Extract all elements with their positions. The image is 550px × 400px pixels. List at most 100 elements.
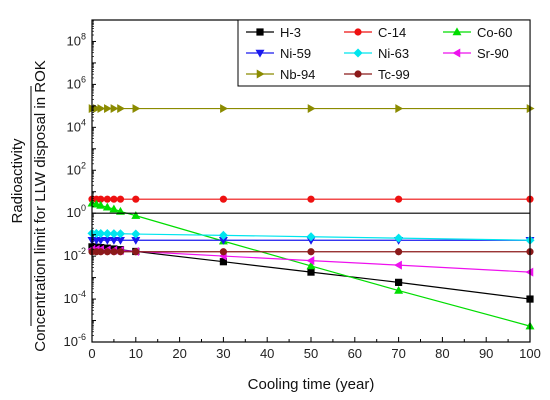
data-point — [394, 278, 403, 286]
series-c-14 — [88, 195, 534, 203]
x-tick-label: 70 — [391, 346, 405, 361]
y-axis-label-line2: Concentration limit for LLW disposal in … — [32, 60, 49, 352]
data-point — [132, 104, 141, 114]
legend-label: Ni-63 — [378, 46, 409, 61]
y-tick-base: 10 — [64, 248, 78, 263]
legend-item: Ni-59 — [246, 46, 311, 61]
series-co-60 — [87, 198, 535, 330]
legend-item: Tc-99 — [344, 67, 410, 82]
data-point — [306, 261, 316, 270]
data-point — [394, 260, 402, 270]
y-tick-exponent: 8 — [81, 31, 86, 41]
y-tick-exponent: -2 — [78, 246, 86, 256]
data-point — [306, 256, 315, 266]
y-tick-base: 10 — [64, 291, 78, 306]
data-point — [110, 195, 118, 203]
data-point — [103, 248, 111, 256]
data-point — [97, 248, 105, 256]
data-point — [395, 104, 404, 114]
x-tick-label: 40 — [260, 346, 274, 361]
legend-box — [237, 19, 531, 87]
legend-label: Nb-94 — [280, 67, 315, 82]
legend-item: H-3 — [246, 25, 301, 40]
data-point — [394, 285, 404, 294]
y-tick-label: 10-4 — [64, 289, 86, 306]
x-tick-label: 30 — [216, 346, 230, 361]
y-axis-label-line1: Radioactivity — [9, 138, 26, 224]
x-tick-label: 50 — [304, 346, 318, 361]
legend-marker — [255, 49, 265, 58]
data-point — [103, 195, 111, 203]
legend-marker — [354, 70, 362, 78]
y-tick-base: 10 — [67, 76, 81, 91]
data-point — [220, 104, 228, 114]
data-point — [307, 195, 315, 203]
data-point — [96, 200, 106, 209]
x-tick-label: 80 — [435, 346, 449, 361]
y-tick-exponent: 2 — [81, 160, 86, 170]
legend-marker — [353, 48, 363, 58]
legend-marker — [452, 48, 461, 58]
x-tick-label: 60 — [348, 346, 362, 361]
data-point — [394, 233, 404, 243]
data-point — [218, 230, 228, 240]
legend-marker — [256, 28, 264, 36]
data-point — [395, 248, 403, 256]
y-tick-label: 108 — [67, 31, 86, 48]
data-point — [109, 204, 119, 213]
legend-marker — [256, 69, 265, 79]
y-tick-base: 10 — [67, 205, 81, 220]
y-tick-label: 100 — [67, 203, 86, 220]
data-point — [110, 104, 119, 114]
x-tick-label: 10 — [129, 346, 143, 361]
y-tick-label: 102 — [67, 160, 86, 177]
data-point — [219, 195, 227, 203]
data-point — [116, 195, 125, 203]
data-point — [307, 104, 316, 114]
data-point — [102, 202, 112, 211]
data-point — [131, 211, 141, 219]
data-point — [307, 268, 315, 276]
legend-label: Ni-59 — [280, 46, 311, 61]
y-tick-label: 106 — [67, 74, 86, 91]
y-tick-exponent: 0 — [81, 203, 86, 213]
data-point — [131, 229, 141, 239]
series-ni-63 — [87, 228, 535, 245]
data-point — [219, 248, 227, 256]
y-tick-exponent: -6 — [78, 332, 86, 342]
data-point — [96, 228, 106, 239]
y-tick-base: 10 — [67, 33, 81, 48]
x-tick-label: 0 — [88, 346, 95, 361]
y-tick-exponent: 6 — [81, 74, 86, 84]
data-point — [93, 104, 101, 114]
x-tick-label: 20 — [172, 346, 186, 361]
data-point — [97, 104, 106, 114]
data-point — [116, 248, 125, 256]
data-point — [306, 232, 316, 242]
legend-label: Co-60 — [477, 25, 512, 40]
legend-item: Sr-90 — [443, 46, 509, 61]
legend-label: C-14 — [378, 25, 406, 40]
legend-item: C-14 — [344, 25, 406, 40]
data-point — [117, 104, 126, 114]
legend-item: Co-60 — [443, 25, 512, 40]
legend-marker — [452, 27, 462, 36]
x-tick-label: 90 — [479, 346, 493, 361]
legend: H-3 C-14 Co-60 Ni-59 Ni-63 Sr-90 Nb-94 Tc-99 — [237, 19, 531, 87]
data-point — [307, 248, 315, 256]
y-tick-base: 10 — [67, 119, 81, 134]
data-point — [395, 195, 403, 203]
y-tick-exponent: 4 — [81, 117, 86, 127]
legend-item: Nb-94 — [246, 67, 315, 82]
y-tick-exponent: -4 — [78, 289, 86, 299]
data-point — [115, 229, 126, 239]
y-tick-label: 104 — [67, 117, 86, 134]
y-tick-base: 10 — [67, 162, 81, 177]
data-point — [109, 229, 119, 239]
data-point — [102, 229, 112, 239]
x-axis-label: Cooling time (year) — [248, 376, 375, 393]
y-tick-label: 10-2 — [64, 246, 86, 263]
y-tick-label: 10-6 — [64, 332, 86, 349]
y-tick-base: 10 — [64, 334, 78, 349]
